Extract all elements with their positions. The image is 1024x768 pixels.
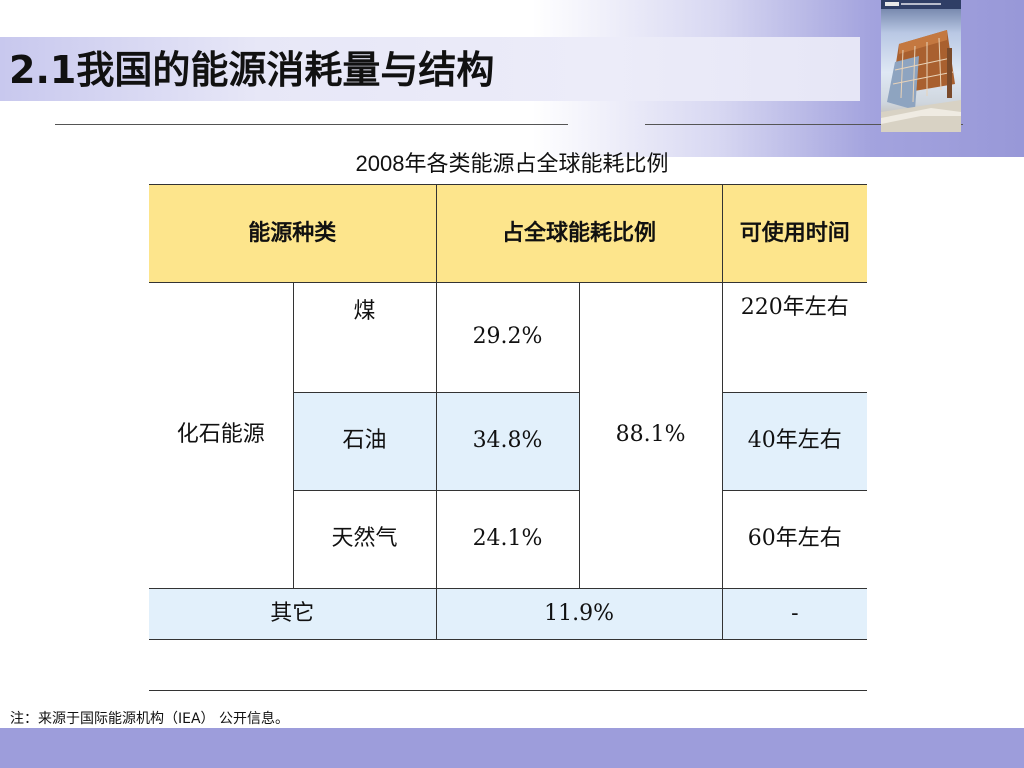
source-note: 注：来源于国际能源机构（IEA） 公开信息。 — [10, 711, 290, 727]
energy-name-cell: 石油 — [292, 392, 437, 491]
usable-time-cell: 220年左右 — [721, 282, 868, 393]
blank-cell — [149, 639, 868, 691]
usable-time-cell: 40年左右 — [721, 392, 868, 491]
energy-share-cell: 24.1% — [435, 490, 580, 589]
energy-share-cell: 34.8% — [435, 392, 580, 491]
fossil-energy-label: 化石能源 — [149, 282, 294, 589]
table-caption: 2008年各类能源占全球能耗比例 — [355, 151, 669, 176]
header-global-share: 占全球能耗比例 — [435, 184, 723, 283]
title-underline-left — [55, 124, 568, 125]
table-blank-row — [149, 639, 868, 691]
building-photo — [881, 0, 961, 132]
energy-share-table: 能源种类 占全球能耗比例 可使用时间 化石能源 煤 29.2% 88.1% 22… — [149, 184, 868, 691]
table-row: 天然气 24.1% 60年左右 — [149, 490, 868, 589]
table-row: 化石能源 煤 29.2% 88.1% 220年左右 — [149, 282, 868, 589]
slide-title: 2.1我国的能源消耗量与结构 — [9, 48, 495, 92]
fossil-total-share: 88.1% — [578, 282, 723, 589]
title-underline-right — [645, 124, 963, 125]
usable-time-cell: 60年左右 — [721, 490, 868, 589]
header-energy-type: 能源种类 — [149, 184, 437, 283]
energy-share-cell: 29.2% — [435, 282, 580, 393]
footer-band — [0, 728, 1024, 768]
other-energy-share: 11.9% — [435, 588, 723, 640]
title-box — [0, 37, 860, 101]
other-energy-name: 其它 — [149, 588, 437, 640]
table-row: 石油 34.8% 40年左右 — [149, 392, 868, 491]
header-usable-time: 可使用时间 — [721, 184, 868, 283]
table-row-other: 其它 11.9% - — [149, 588, 868, 640]
energy-name-cell: 煤 — [292, 282, 437, 393]
table-header-row: 能源种类 占全球能耗比例 可使用时间 — [149, 184, 868, 283]
other-usable-time: - — [721, 588, 868, 640]
energy-name-cell: 天然气 — [292, 490, 437, 589]
